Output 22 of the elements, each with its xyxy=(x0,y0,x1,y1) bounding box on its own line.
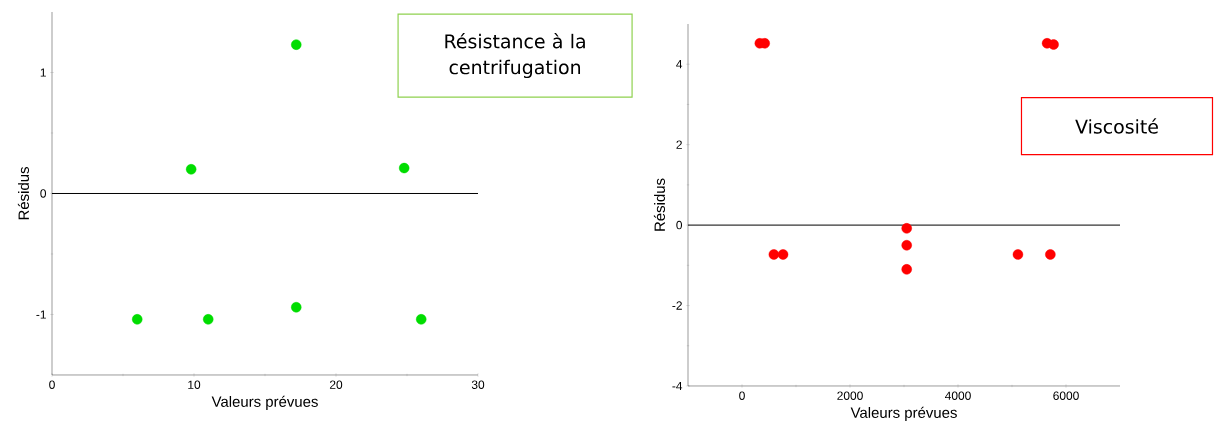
x-tick-label: 0 xyxy=(739,391,745,400)
x-axis-title: Valeurs prévues xyxy=(211,395,318,410)
x-tick-label: 20 xyxy=(329,380,343,389)
y-axis-title: Résidus xyxy=(653,178,666,231)
x-tick-label: 30 xyxy=(471,380,485,389)
x-tick-label: 10 xyxy=(188,380,201,389)
y-tick-label: 2 xyxy=(676,140,682,149)
x-tick-label: 0 xyxy=(49,380,55,389)
y-tick-label: 1 xyxy=(40,68,46,77)
y-tick-label: 0 xyxy=(676,220,683,230)
x-tick-label: 4000 xyxy=(944,391,971,400)
y-axis-title: Résidus xyxy=(17,167,30,220)
y-tick-label: 0 xyxy=(40,189,47,198)
y-tick-label: 4 xyxy=(676,60,683,69)
text: Résistance à la centrifugation xyxy=(445,33,585,79)
y-tick-label: -2 xyxy=(672,301,682,310)
x-axis-title: Valeurs prévues xyxy=(850,406,957,421)
x-tick-label: 2000 xyxy=(837,391,863,400)
text: Viscosité xyxy=(1075,118,1158,134)
y-tick-label: -1 xyxy=(36,310,46,319)
x-tick-label: 6000 xyxy=(1053,391,1079,400)
y-tick-label: -4 xyxy=(672,381,683,391)
